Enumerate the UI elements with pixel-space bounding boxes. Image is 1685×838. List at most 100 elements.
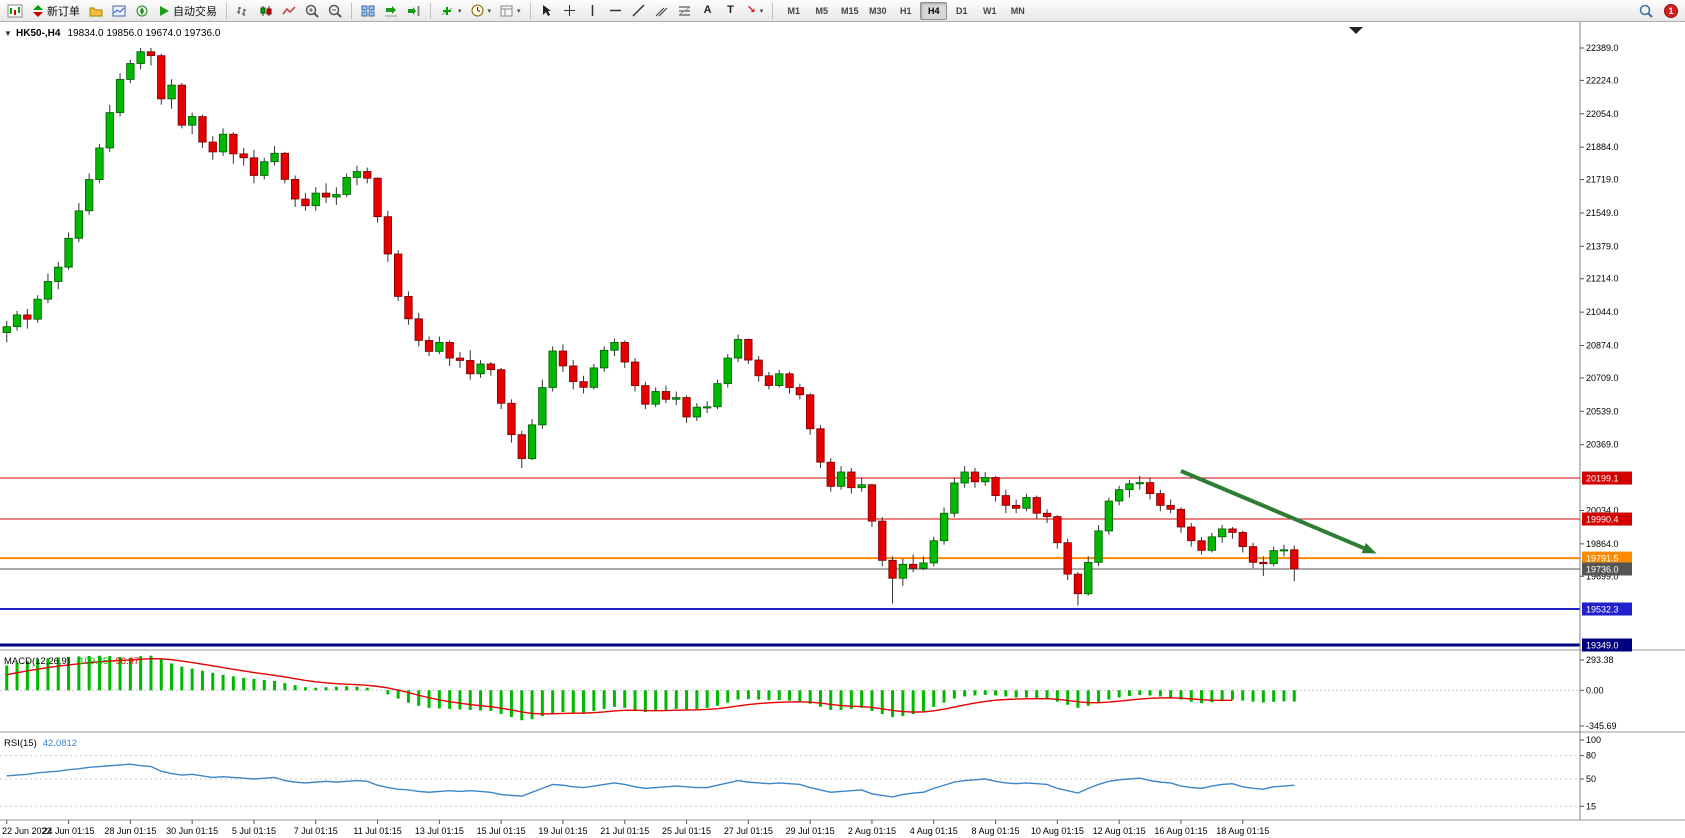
timeframe-button-m15[interactable]: M15 [841,5,859,16]
svg-text:100: 100 [1586,735,1601,745]
tile-windows-icon [361,5,375,16]
svg-text:21379.0: 21379.0 [1586,241,1619,251]
svg-text:28 Jun 01:15: 28 Jun 01:15 [104,826,156,836]
rsi-label: RSI(15) 42.0812 [4,738,77,749]
zoom-out-icon [328,4,342,18]
fibonacci-button[interactable] [674,1,696,21]
bar-chart-button[interactable] [232,1,254,21]
svg-text:20034.0: 20034.0 [1586,505,1619,515]
chart-area[interactable]: 22389.0 22224.0 22054.0 21884.0 21719.0 21549… [0,22,1685,838]
macd-label: MACD(12,26,9) -109.45 -96.97 [4,656,139,667]
new-order-icon [33,4,43,17]
horizontal-lines[interactable] [0,477,1580,647]
symbol-title: HK50-,H4 19834.0 19856.0 19674.0 19736.0 [16,28,221,39]
templates-button[interactable]: ▾ [496,1,525,21]
new-chart-icon [7,4,23,17]
svg-text:16 Aug 01:15: 16 Aug 01:15 [1154,826,1207,836]
macd-signal-line [6,657,1233,715]
svg-text:20709.0: 20709.0 [1586,373,1619,383]
svg-text:20199.1: 20199.1 [1586,474,1619,484]
timeframe-button-m30[interactable]: M30 [869,5,887,16]
line-chart-button[interactable] [278,1,300,21]
text-button[interactable]: A [697,1,719,21]
timeframe-button-h4[interactable]: H4 [920,1,948,20]
svg-text:27 Jul 01:15: 27 Jul 01:15 [724,826,773,836]
periods-button[interactable]: ▾ [467,1,496,21]
svg-text:13 Jul 01:15: 13 Jul 01:15 [415,826,464,836]
cursor-icon [542,5,551,16]
autotrading-button[interactable]: 自动交易 [154,1,221,21]
svg-text:19532.3: 19532.3 [1586,605,1619,615]
notification-badge[interactable]: 1 [1664,3,1678,18]
svg-text:12 Aug 01:15: 12 Aug 01:15 [1093,826,1146,836]
candlestick-chart-button[interactable] [255,1,277,21]
indicators-button[interactable]: ▾ [436,1,466,21]
arrows-button[interactable]: ↘ ▾ [743,1,768,21]
timeframe-button-m1[interactable]: M1 [787,5,801,16]
trend-arrow[interactable] [1180,469,1377,554]
svg-text:21044.0: 21044.0 [1586,307,1619,317]
timeframe-button-d1[interactable]: D1 [956,5,968,16]
price-label-19791.5 [1582,551,1632,565]
label-tool-icon: T [727,4,734,16]
svg-text:20874.0: 20874.0 [1586,341,1619,351]
search-icon [1639,4,1653,18]
price-label-20199.1 [1582,471,1632,485]
zoom-in-button[interactable] [301,1,323,21]
svg-text:293.38: 293.38 [1586,655,1614,665]
crosshair-icon [564,5,576,16]
chart-shift-button[interactable] [403,1,425,21]
trendline-button[interactable] [628,1,650,21]
svg-text:21549.0: 21549.0 [1586,208,1619,218]
svg-text:7 Jul 01:15: 7 Jul 01:15 [294,826,338,836]
timeframe-button-w1[interactable]: W1 [983,5,997,16]
crosshair-button[interactable] [559,1,581,21]
text-label-button[interactable]: T [720,1,742,21]
navigator-button[interactable] [131,1,153,21]
navigator-icon [136,5,148,16]
toolbar-separator [226,2,227,19]
search-button[interactable] [1635,1,1657,21]
svg-text:25 Jul 01:15: 25 Jul 01:15 [662,826,711,836]
svg-text:19349.0: 19349.0 [1586,641,1619,651]
vertical-line-button[interactable] [582,1,604,21]
svg-text:29 Jul 01:15: 29 Jul 01:15 [786,826,835,836]
dropdown-caret-icon: ▾ [487,7,492,15]
cursor-button[interactable] [536,1,558,21]
main-toolbar: 新订单 自动交易 ▾ ▾ [0,0,1685,22]
timeframe-button-m5[interactable]: M5 [815,5,829,16]
horizontal-line-button[interactable] [605,1,627,21]
svg-text:2 Aug 01:15: 2 Aug 01:15 [848,826,896,836]
new-order-button[interactable]: 新订单 [28,1,84,21]
svg-text:15: 15 [1586,801,1596,811]
zoom-in-icon [305,4,319,18]
dropdown-caret-icon: ▾ [759,7,764,15]
svg-text:19791.5: 19791.5 [1586,554,1619,564]
market-watch-button[interactable] [108,1,130,21]
price-axis[interactable]: 22389.0 22224.0 22054.0 21884.0 21719.0 21549… [1579,22,1632,820]
tile-windows-button[interactable] [357,1,379,21]
channel-button[interactable] [651,1,673,21]
profiles-icon [89,7,103,16]
macd-panel [0,655,1580,721]
svg-text:20539.0: 20539.0 [1586,406,1619,416]
chart-shift-marker-icon[interactable] [1349,27,1363,34]
svg-text:11 Jul 01:15: 11 Jul 01:15 [353,826,401,836]
candlestick-chart-icon [260,5,272,16]
zoom-out-button[interactable] [324,1,346,21]
auto-scroll-button[interactable] [380,1,402,21]
toolbar-separator [529,2,531,19]
profiles-button[interactable] [85,1,107,21]
svg-text:22054.0: 22054.0 [1586,109,1619,119]
dropdown-caret-icon: ▾ [458,7,462,15]
new-chart-button[interactable] [3,1,27,21]
chart-canvas[interactable]: 22389.0 22224.0 22054.0 21884.0 21719.0 21549… [0,22,1685,838]
timeframe-button-h1[interactable]: H1 [900,5,912,16]
candles-layer [2,48,1299,606]
new-order-label: 新订单 [47,5,80,18]
toolbar-separator [351,2,352,19]
timeframe-button-mn[interactable]: MN [1010,5,1025,16]
svg-text:19736.0: 19736.0 [1586,565,1619,575]
svg-text:20369.0: 20369.0 [1586,440,1619,450]
